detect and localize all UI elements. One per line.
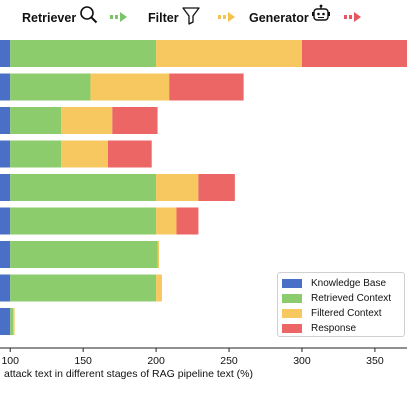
robot-icon: [312, 4, 330, 21]
legend-swatch: [282, 324, 302, 333]
legend-swatch: [282, 309, 302, 318]
bar-segment-response: [301, 40, 407, 67]
legend-item: Filtered Context: [282, 306, 400, 321]
bar-segment-retrieved-context: [10, 308, 14, 335]
bar-segment-retrieved-context: [10, 274, 157, 302]
bar-segment-knowledge-base: [0, 107, 11, 134]
bar-segment-filtered-context: [13, 308, 15, 335]
magnifier-icon: [80, 6, 98, 24]
bar-segment-filtered-context: [156, 40, 302, 67]
legend-swatch: [282, 294, 302, 303]
bar-segment-response: [112, 107, 158, 134]
bar-segment-response: [198, 174, 235, 201]
legend-item: Knowledge Base: [282, 276, 400, 291]
bar-segment-retrieved-context: [10, 107, 62, 134]
bar-segment-knowledge-base: [0, 207, 11, 235]
legend-item: Retrieved Context: [282, 291, 400, 306]
bars-group: [0, 40, 407, 335]
x-tick-label: 150: [74, 355, 92, 367]
bar-segment-retrieved-context: [10, 241, 158, 268]
x-axis: 100 150 200 250 300 350: [0, 347, 407, 367]
generator-label: Generator: [249, 11, 309, 25]
bar-segment-filtered-context: [61, 107, 113, 134]
x-tick-label: 100: [1, 355, 19, 367]
bar-segment-filtered-context: [156, 274, 162, 302]
bar-segment-filtered-context: [156, 174, 199, 201]
arrow-right-icon: [344, 12, 361, 22]
x-tick-label: 350: [366, 355, 384, 367]
bar-segment-knowledge-base: [0, 174, 11, 201]
bar-segment-retrieved-context: [10, 140, 62, 168]
x-axis-label: attack text in different stages of RAG p…: [4, 368, 254, 380]
bar-segment-knowledge-base: [0, 308, 11, 335]
bar-segment-retrieved-context: [10, 73, 91, 101]
bar-segment-response: [169, 73, 244, 101]
bar-segment-knowledge-base: [0, 40, 11, 67]
bar-segment-retrieved-context: [10, 207, 157, 235]
legend-label: Filtered Context: [311, 308, 382, 319]
bar-segment-retrieved-context: [10, 174, 157, 201]
x-tick-label: 200: [147, 355, 165, 367]
x-tick-label: 250: [220, 355, 238, 367]
bar-segment-knowledge-base: [0, 274, 11, 302]
pipeline-header: Retriever Filter Generator: [22, 4, 361, 25]
bar-segment-filtered-context: [157, 241, 160, 268]
bar-segment-filtered-context: [156, 207, 177, 235]
legend-label: Retrieved Context: [311, 293, 392, 304]
funnel-icon: [182, 7, 200, 25]
bar-segment-response: [176, 207, 199, 235]
arrow-right-icon: [110, 12, 127, 22]
bar-segment-knowledge-base: [0, 73, 11, 101]
arrow-right-icon: [218, 12, 235, 22]
bar-segment-retrieved-context: [10, 40, 157, 67]
legend: Knowledge Base Retrieved Context Filtered …: [277, 272, 405, 337]
legend-label: Knowledge Base: [311, 278, 387, 289]
bar-segment-knowledge-base: [0, 140, 11, 168]
x-tick-label: 300: [293, 355, 311, 367]
bar-segment-filtered-context: [90, 73, 170, 101]
retriever-label: Retriever: [22, 11, 76, 25]
legend-item: Response: [282, 321, 400, 336]
filter-label: Filter: [148, 11, 179, 25]
bar-segment-knowledge-base: [0, 241, 11, 268]
legend-label: Response: [311, 323, 357, 334]
bar-segment-filtered-context: [61, 140, 108, 168]
bar-segment-response: [107, 140, 152, 168]
legend-swatch: [282, 279, 302, 288]
